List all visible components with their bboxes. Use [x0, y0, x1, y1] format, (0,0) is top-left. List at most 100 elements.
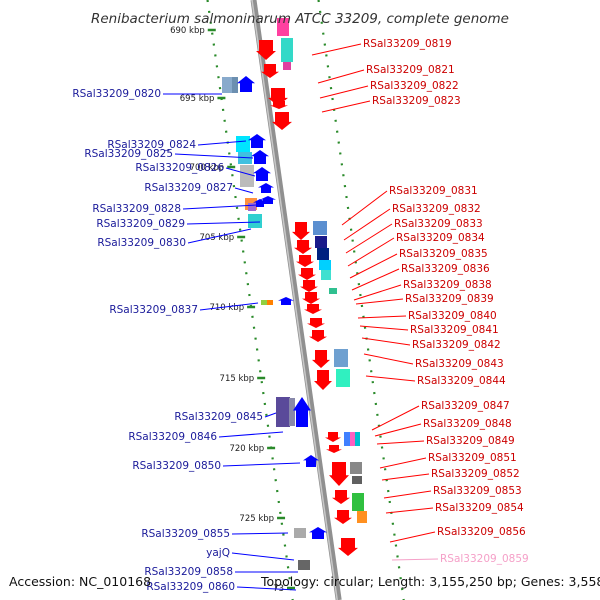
feature-bar — [319, 260, 331, 270]
label-leader-line — [225, 167, 256, 177]
forward-gene-label[interactable]: RSal33209_0821 — [366, 64, 455, 76]
reverse-gene-label[interactable]: RSal33209_0858 — [144, 566, 233, 578]
feature-bar — [352, 476, 362, 484]
forward-gene-label[interactable]: RSal33209_0851 — [428, 452, 517, 464]
forward-gene-label[interactable]: RSal33209_0833 — [394, 218, 483, 230]
forward-gene-label[interactable]: RSal33209_0840 — [408, 310, 497, 322]
forward-gene-label[interactable]: RSal33209_0842 — [412, 339, 501, 351]
feature-bar — [350, 432, 355, 446]
label-leader-line — [197, 140, 247, 146]
genome-summary-text: Topology: circular; Length: 3,155,250 bp… — [260, 574, 600, 589]
feature-bar-layer — [222, 18, 367, 570]
forward-gene-arrow — [312, 350, 330, 368]
reverse-gene-arrow — [303, 455, 319, 467]
tick-label: 725 kbp — [239, 514, 274, 524]
label-leader-line — [319, 85, 369, 99]
forward-gene-label[interactable]: RSal33209_0848 — [423, 418, 512, 430]
forward-gene-arrow — [326, 445, 342, 453]
label-leader-line — [345, 223, 393, 254]
forward-gene-label[interactable]: RSal33209_0836 — [401, 263, 490, 275]
reverse-gene-arrow — [293, 397, 311, 427]
forward-gene-label[interactable]: RSal33209_0854 — [435, 502, 524, 514]
feature-bar — [294, 528, 306, 538]
forward-gene-label[interactable]: RSal33209_0859 — [440, 553, 529, 565]
feature-bar — [321, 270, 331, 280]
feature-bar — [315, 236, 327, 248]
tick-label: 700 kbp — [190, 163, 225, 173]
forward-gene-label[interactable]: RSal33209_0843 — [415, 358, 504, 370]
forward-gene-arrow — [304, 304, 322, 314]
feature-bar — [317, 248, 329, 260]
reverse-gene-label[interactable]: yajQ — [206, 547, 230, 559]
label-leader-line — [361, 337, 411, 346]
forward-gene-label[interactable]: RSal33209_0819 — [363, 38, 452, 50]
reverse-gene-label[interactable]: RSal33209_0845 — [174, 411, 263, 423]
label-leader-line — [359, 325, 409, 331]
reverse-gene-label[interactable]: RSal33209_0825 — [84, 148, 173, 160]
tick-label: 710 kbp — [209, 303, 244, 313]
forward-gene-label[interactable]: RSal33209_0844 — [417, 375, 506, 387]
reverse-gene-label[interactable]: RSal33209_0828 — [92, 203, 181, 215]
backbone-layer — [250, 0, 342, 600]
reverse-gene-label[interactable]: RSal33209_0830 — [97, 237, 186, 249]
tick-label: 705 kbp — [200, 233, 235, 243]
tick-label: 720 kbp — [229, 444, 264, 454]
forward-gene-arrow — [329, 462, 349, 486]
label-leader-line — [199, 302, 259, 311]
forward-gene-arrow — [307, 318, 325, 328]
forward-gene-arrow — [272, 112, 292, 130]
forward-gene-label[interactable]: RSal33209_0835 — [399, 248, 488, 260]
gene-label-layer: RSal33209_0820RSal33209_0824RSal33209_08… — [72, 38, 528, 593]
forward-gene-label[interactable]: RSal33209_0853 — [433, 485, 522, 497]
reverse-gene-label[interactable]: RSal33209_0826 — [135, 162, 224, 174]
label-leader-line — [381, 473, 430, 481]
forward-gene-label[interactable]: RSal33209_0849 — [426, 435, 515, 447]
label-leader-line — [236, 586, 297, 591]
label-leader-line — [186, 221, 261, 225]
forward-gene-arrow — [298, 268, 316, 280]
feature-bar — [344, 432, 350, 446]
forward-gene-arrow — [261, 64, 279, 78]
forward-gene-label[interactable]: RSal33209_0831 — [389, 185, 478, 197]
label-leader-line — [311, 43, 362, 56]
reverse-gene-arrow — [309, 527, 327, 539]
reverse-gene-label[interactable]: RSal33209_0846 — [128, 431, 217, 443]
label-leader-line — [389, 531, 436, 543]
reverse-gene-label[interactable]: RSal33209_0837 — [109, 304, 198, 316]
feature-bar — [352, 493, 364, 511]
feature-bar — [248, 214, 262, 228]
reverse-gene-arrow — [251, 150, 269, 164]
forward-gene-label[interactable]: RSal33209_0856 — [437, 526, 526, 538]
forward-gene-label[interactable]: RSal33209_0822 — [370, 80, 459, 92]
reverse-gene-label[interactable]: RSal33209_0855 — [141, 528, 230, 540]
feature-bar — [334, 349, 348, 367]
feature-bar — [336, 369, 350, 387]
label-leader-line — [374, 423, 422, 437]
forward-gene-arrow — [302, 292, 320, 304]
label-leader-line — [347, 237, 395, 267]
forward-gene-label[interactable]: RSal33209_0834 — [396, 232, 485, 244]
forward-gene-label[interactable]: RSal33209_0839 — [405, 293, 494, 305]
reverse-gene-label[interactable]: RSal33209_0860 — [146, 581, 235, 593]
label-leader-line — [363, 353, 414, 365]
label-leader-line — [321, 100, 371, 113]
reverse-gene-label[interactable]: RSal33209_0850 — [132, 460, 221, 472]
forward-gene-label[interactable]: RSal33209_0832 — [392, 203, 481, 215]
feature-bar — [248, 203, 256, 211]
tick-label: 690 kbp — [170, 26, 205, 36]
reverse-gene-label[interactable]: RSal33209_0824 — [107, 139, 196, 151]
reverse-gene-label[interactable]: RSal33209_0829 — [96, 218, 185, 230]
forward-gene-label[interactable]: RSal33209_0852 — [431, 468, 520, 480]
reverse-gene-label[interactable]: RSal33209_0820 — [72, 88, 161, 100]
label-leader-line — [187, 228, 252, 244]
forward-gene-label[interactable]: RSal33209_0838 — [403, 279, 492, 291]
forward-gene-label[interactable]: RSal33209_0847 — [421, 400, 510, 412]
forward-gene-arrow — [294, 240, 312, 254]
forward-gene-arrow — [309, 330, 327, 342]
forward-gene-label[interactable]: RSal33209_0841 — [410, 324, 499, 336]
feature-bar — [267, 300, 273, 305]
forward-gene-label[interactable]: RSal33209_0823 — [372, 95, 461, 107]
reverse-gene-label[interactable]: RSal33209_0827 — [144, 182, 233, 194]
